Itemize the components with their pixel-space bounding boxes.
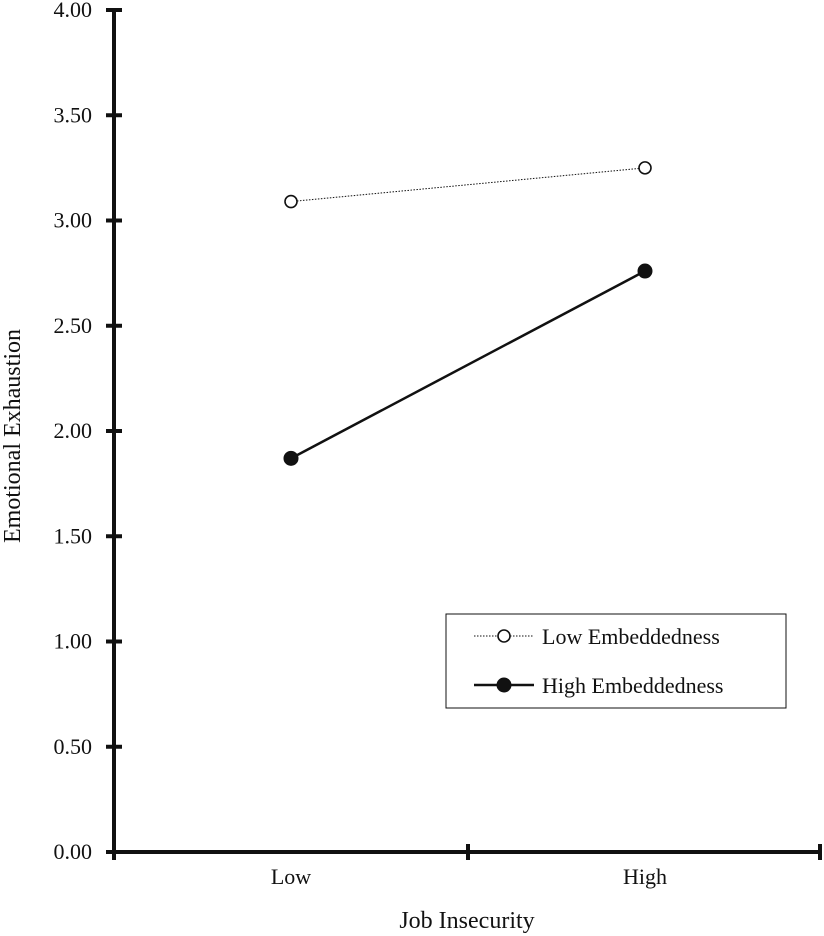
series-high-embeddedness [283, 263, 653, 466]
y-axis-ticks: 0.00 0.50 1.00 1.50 2.00 2.50 3.00 3.50 4.00 [54, 0, 122, 864]
y-tick-label: 0.00 [54, 839, 93, 864]
legend-marker-low-embeddedness [497, 629, 511, 643]
legend-marker-high-embeddedness [496, 677, 512, 693]
data-point-low-embeddedness [284, 194, 298, 209]
y-axis-title: Emotional Exhaustion [0, 329, 26, 543]
y-tick-label: 3.50 [54, 102, 93, 127]
x-tick-label: Low [271, 864, 311, 889]
series-line-high-embeddedness [290, 269, 646, 460]
y-tick-label: 3.00 [54, 208, 93, 233]
x-tick-label: High [623, 864, 667, 889]
y-tick-label: 1.50 [54, 523, 93, 548]
y-tick-label: 2.00 [54, 418, 93, 443]
data-point-high-embeddedness [637, 263, 653, 279]
legend-label-high-embeddedness: High Embeddedness [542, 673, 723, 698]
series-layer [283, 161, 653, 466]
legend-label-low-embeddedness: Low Embeddedness [542, 624, 720, 649]
y-tick-label: 4.00 [54, 0, 93, 22]
series-line-low-embeddedness [290, 167, 646, 203]
y-tick-label: 1.00 [54, 629, 93, 654]
y-tick-label: 0.50 [54, 734, 93, 759]
y-tick-label: 2.50 [54, 313, 93, 338]
x-axis-title: Job Insecurity [399, 908, 534, 934]
data-point-high-embeddedness [283, 450, 299, 466]
data-point-low-embeddedness [638, 161, 652, 175]
x-axis-ticks: Low High [112, 844, 822, 889]
legend: Low Embeddedness High Embeddedness [445, 613, 787, 709]
series-low-embeddedness [284, 161, 652, 209]
